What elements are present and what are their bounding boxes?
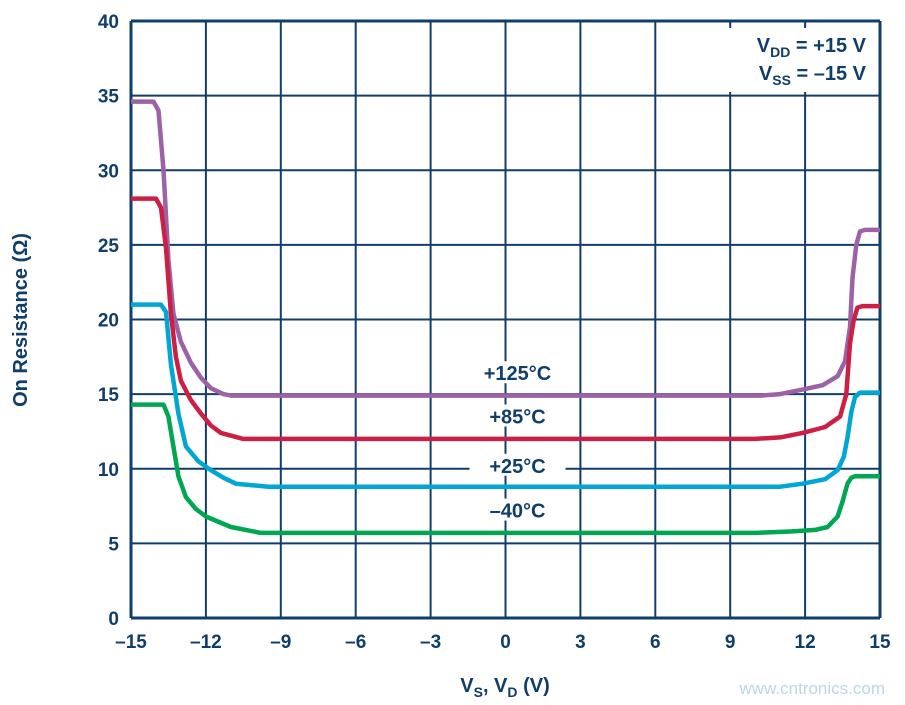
- y-tick-label: 5: [108, 534, 119, 555]
- series-label-1: +85°C: [489, 406, 545, 428]
- x-tick-label: 0: [500, 632, 511, 653]
- series-label-2: +25°C: [489, 456, 545, 478]
- x-axis-label: VS, VD (V): [460, 675, 549, 700]
- y-tick-label: 0: [108, 609, 119, 630]
- y-tick-label: 40: [98, 12, 119, 33]
- series-label-bg: [469, 453, 566, 476]
- x-tick-label: 12: [795, 632, 816, 653]
- series-label-3: –40°C: [490, 501, 546, 523]
- annotation-vss: VSS = –15 V: [759, 63, 867, 88]
- y-tick-label: 20: [98, 311, 119, 332]
- x-tick-label: –3: [420, 632, 441, 653]
- series-line-3: [131, 402, 880, 536]
- y-tick-label: 30: [98, 161, 119, 182]
- y-tick-label: 15: [98, 385, 120, 406]
- x-tick-label: 3: [575, 632, 586, 653]
- tick-labels: –15 –12 –9 –6 –3 0 3 6 9 12 15 0 5 10 15 20 25 30 35 40: [98, 12, 891, 653]
- x-tick-label: –9: [270, 632, 291, 653]
- series-labels: +125°C +85°C +25°C –40°C: [469, 361, 566, 523]
- annotation-vdd: VDD = +15 V: [757, 35, 867, 60]
- series-label-0: +125°C: [484, 363, 552, 385]
- y-tick-label: 25: [98, 236, 120, 257]
- x-tick-label: –6: [345, 632, 366, 653]
- series-label-bg: [469, 404, 566, 427]
- x-tick-label: 9: [725, 632, 736, 653]
- series-line-1: [131, 196, 880, 442]
- y-tick-label: 10: [98, 460, 119, 481]
- watermark: www.cntronics.com: [739, 679, 885, 698]
- annotation-background: [720, 28, 872, 92]
- series-label-bg: [469, 498, 566, 521]
- x-tick-label: –15: [115, 632, 147, 653]
- y-axis-label: On Resistance (Ω): [10, 233, 32, 407]
- series-group: [131, 99, 880, 536]
- x-tick-label: –12: [190, 632, 222, 653]
- series-line-2: [131, 302, 880, 489]
- series-label-bg: [469, 361, 566, 384]
- x-tick-label: 6: [650, 632, 661, 653]
- y-tick-label: 35: [98, 87, 120, 108]
- x-tick-label: 15: [869, 632, 891, 653]
